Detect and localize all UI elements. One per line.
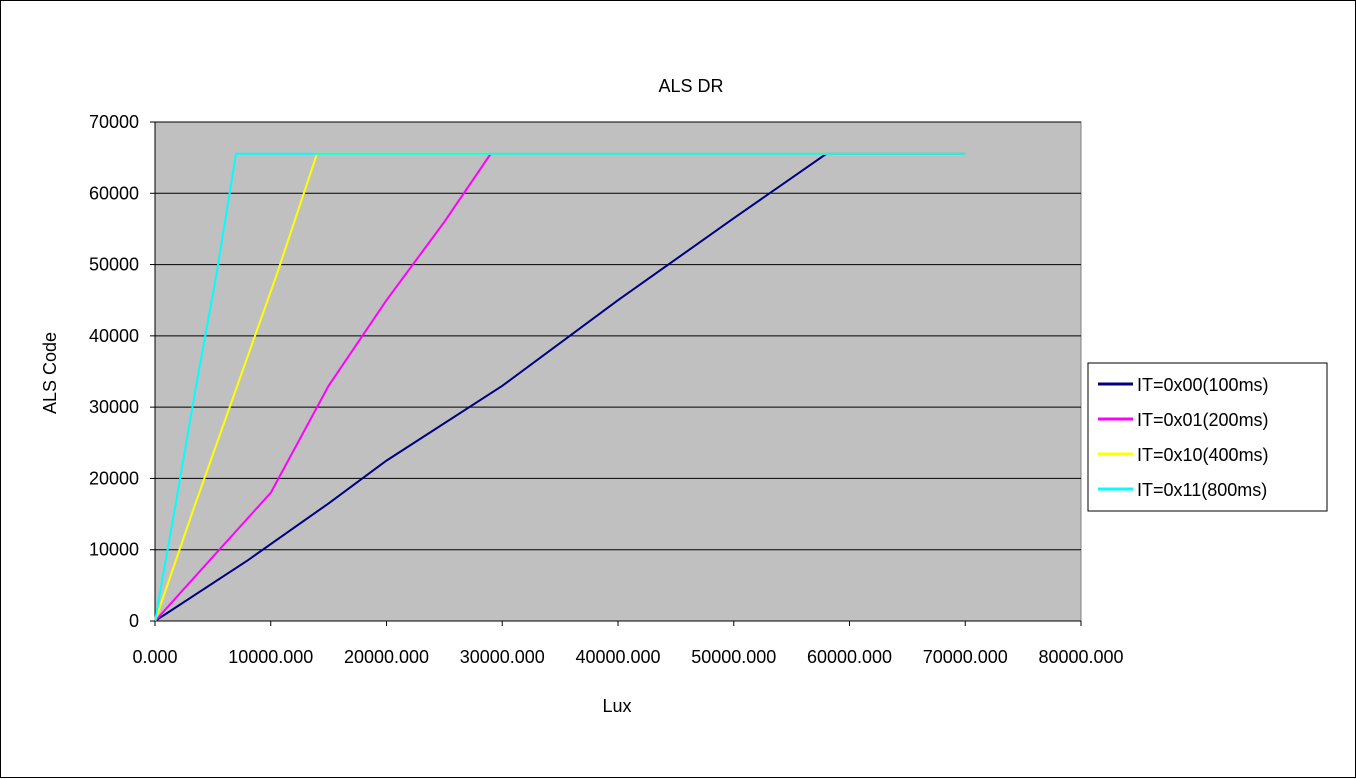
legend: IT=0x00(100ms) IT=0x01(200ms) IT=0x10(400m… bbox=[1087, 362, 1328, 512]
y-tick-label: 70000 bbox=[89, 112, 139, 132]
x-tick-label: 50000.000 bbox=[691, 647, 776, 667]
y-axis-label: ALS Code bbox=[40, 332, 60, 414]
x-tick-label: 40000.000 bbox=[575, 647, 660, 667]
series-line-1 bbox=[154, 152, 966, 622]
x-tick-label: 20000.000 bbox=[344, 647, 429, 667]
plot-area bbox=[154, 121, 1082, 622]
y-tick-label: 40000 bbox=[89, 326, 139, 346]
x-tick-label: 30000.000 bbox=[460, 647, 545, 667]
y-tick-label: 20000 bbox=[89, 468, 139, 488]
x-axis-label: Lux bbox=[602, 696, 631, 716]
legend-label: IT=0x11(800ms) bbox=[1137, 480, 1267, 500]
legend-label: IT=0x00(100ms) bbox=[1137, 375, 1269, 395]
series-lines bbox=[154, 152, 966, 622]
y-tick-label: 50000 bbox=[89, 255, 139, 275]
y-tick-label: 30000 bbox=[89, 397, 139, 417]
chart-title: ALS DR bbox=[658, 76, 723, 96]
x-tick-label: 60000.000 bbox=[807, 647, 892, 667]
legend-label: IT=0x10(400ms) bbox=[1137, 445, 1269, 465]
series-line-3 bbox=[154, 152, 966, 622]
legend-items: IT=0x00(100ms) IT=0x01(200ms) IT=0x10(400m… bbox=[1098, 375, 1269, 500]
legend-box bbox=[1087, 362, 1328, 512]
y-tick-label: 60000 bbox=[89, 183, 139, 203]
y-axis-ticks: 0 10000 20000 30000 40000 50000 60000 70000 bbox=[89, 112, 155, 631]
series-line-0 bbox=[154, 152, 966, 622]
x-tick-label: 0.000 bbox=[132, 647, 177, 667]
x-tick-label: 70000.000 bbox=[923, 647, 1008, 667]
x-tick-label: 10000.000 bbox=[228, 647, 313, 667]
y-tick-label: 0 bbox=[129, 611, 139, 631]
x-tick-label: 80000.000 bbox=[1038, 647, 1123, 667]
x-axis-ticks: 0.000 10000.000 20000.000 30000.000 40000.00… bbox=[132, 621, 1124, 667]
legend-label: IT=0x01(200ms) bbox=[1137, 410, 1269, 430]
y-tick-label: 10000 bbox=[89, 540, 139, 560]
